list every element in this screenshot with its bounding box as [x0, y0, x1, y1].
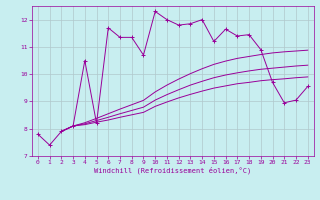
X-axis label: Windchill (Refroidissement éolien,°C): Windchill (Refroidissement éolien,°C) [94, 167, 252, 174]
